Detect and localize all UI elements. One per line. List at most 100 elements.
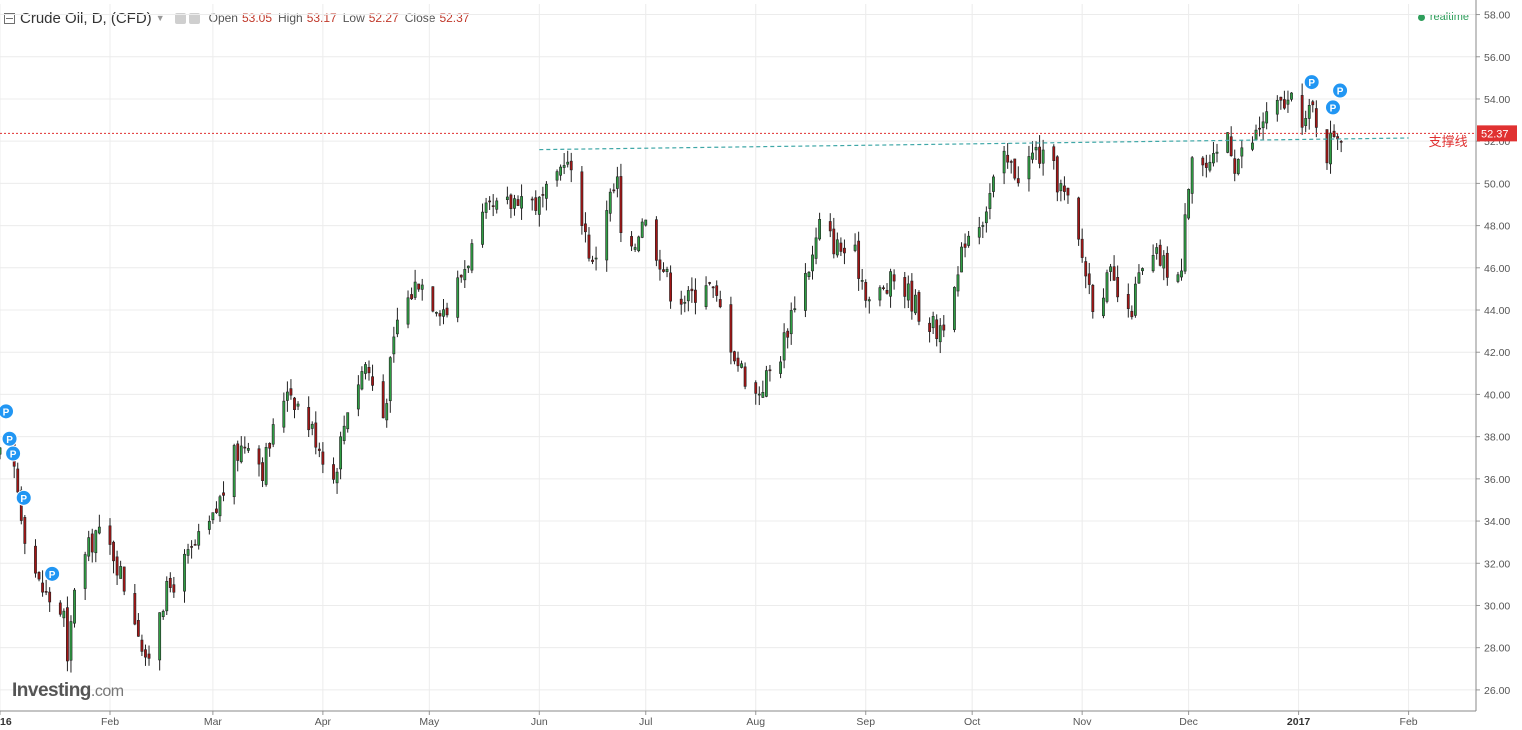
candle-body (1290, 92, 1293, 100)
candle-body (931, 316, 935, 329)
candle-body (786, 330, 790, 338)
y-tick-label: 42.00 (1484, 347, 1510, 359)
candle-body (694, 289, 697, 303)
settings-icon[interactable] (174, 12, 186, 24)
candle-body (654, 219, 658, 261)
y-tick-label: 36.00 (1484, 474, 1510, 486)
candle-body (1105, 272, 1109, 302)
candle-body (789, 310, 793, 335)
x-tick-label: May (419, 716, 440, 728)
candle-body (495, 200, 499, 210)
x-tick-label: Apr (315, 716, 332, 728)
candle-body (346, 412, 350, 430)
candle-body (445, 307, 449, 316)
candle-body (580, 171, 584, 226)
candle-body (183, 553, 186, 592)
y-tick-label: 56.00 (1484, 52, 1510, 64)
candle-body (640, 221, 644, 238)
candle-body (395, 319, 399, 335)
candle-body (466, 265, 470, 269)
candle-body (509, 194, 513, 210)
candle-body (310, 423, 314, 429)
pivot-marker (0, 403, 14, 420)
candle-body (885, 289, 889, 294)
candle-body (147, 653, 151, 659)
candle-body (1212, 153, 1215, 164)
collapse-icon[interactable] (4, 12, 15, 24)
y-tick-label: 40.00 (1484, 389, 1510, 401)
candle-body (562, 165, 566, 168)
candle-body (1066, 187, 1070, 196)
candle-body (1162, 255, 1166, 269)
candle-body (1208, 161, 1212, 171)
pivot-marker (5, 445, 22, 462)
candle-body (608, 191, 612, 214)
candle-body (828, 221, 832, 232)
candle-body (236, 443, 240, 461)
pivot-marker (1324, 99, 1341, 116)
candle-body (215, 508, 218, 513)
candle-body (892, 274, 896, 282)
candle-body (0, 447, 2, 455)
candle-body (992, 176, 995, 192)
candle-body (470, 243, 474, 271)
pivot-marker (15, 489, 32, 506)
realtime-label: realtime (1429, 11, 1469, 23)
realtime-indicator: realtime (1417, 11, 1469, 23)
candle-body (733, 351, 736, 362)
candle-body (1183, 214, 1187, 272)
candle-body (757, 393, 761, 396)
candle-body (1155, 247, 1159, 254)
candle-body (1332, 130, 1336, 138)
candle-body (1141, 268, 1144, 272)
candle-body (1087, 273, 1091, 285)
gear-icon[interactable] (188, 12, 200, 24)
candle-body (1102, 297, 1105, 317)
candle-body (136, 620, 140, 637)
candle-body (984, 211, 988, 224)
candle-body (1084, 261, 1088, 277)
x-tick-label: Sep (856, 716, 875, 728)
candle-body (1311, 101, 1315, 106)
candle-body (321, 451, 325, 465)
candle-body (442, 309, 445, 317)
candle-body (537, 196, 541, 215)
candle-body (1254, 129, 1258, 141)
candle-body (314, 422, 318, 448)
candle-body (718, 299, 722, 308)
candle-body (34, 545, 37, 574)
candle-body (860, 280, 864, 282)
x-tick-label: Mar (204, 716, 223, 728)
candle-body (630, 236, 633, 247)
candle-body (530, 198, 534, 201)
candle-body (1229, 136, 1233, 157)
candle-body (41, 582, 44, 593)
candle-body (963, 243, 967, 248)
candle-body (967, 235, 971, 246)
candle-body (1109, 266, 1112, 272)
candle-body (1187, 189, 1191, 219)
candle-body (385, 403, 389, 421)
candle-body (285, 391, 289, 401)
instrument-title[interactable]: Crude Oil, D, (CFD) (20, 9, 152, 27)
candle-body (665, 268, 669, 272)
current-price-label: 52.37 (1481, 128, 1509, 140)
candle-body (438, 313, 442, 317)
candle-body (172, 584, 176, 593)
chevron-down-icon[interactable]: ▼ (155, 13, 165, 23)
candle-body (1226, 132, 1230, 153)
candle-body (456, 277, 460, 318)
candle-body (534, 197, 538, 211)
candle-body (1034, 147, 1038, 151)
candle-body (1006, 154, 1010, 163)
candle-body (953, 287, 956, 330)
candle-body (1251, 142, 1254, 150)
x-tick-label: Oct (964, 716, 980, 728)
candle-body (1236, 159, 1240, 175)
pivot-marker (44, 565, 61, 582)
pivot-marker-label: P (49, 570, 56, 581)
candle-body (1204, 162, 1208, 168)
candle-body (740, 363, 743, 368)
candle-body (690, 288, 694, 292)
